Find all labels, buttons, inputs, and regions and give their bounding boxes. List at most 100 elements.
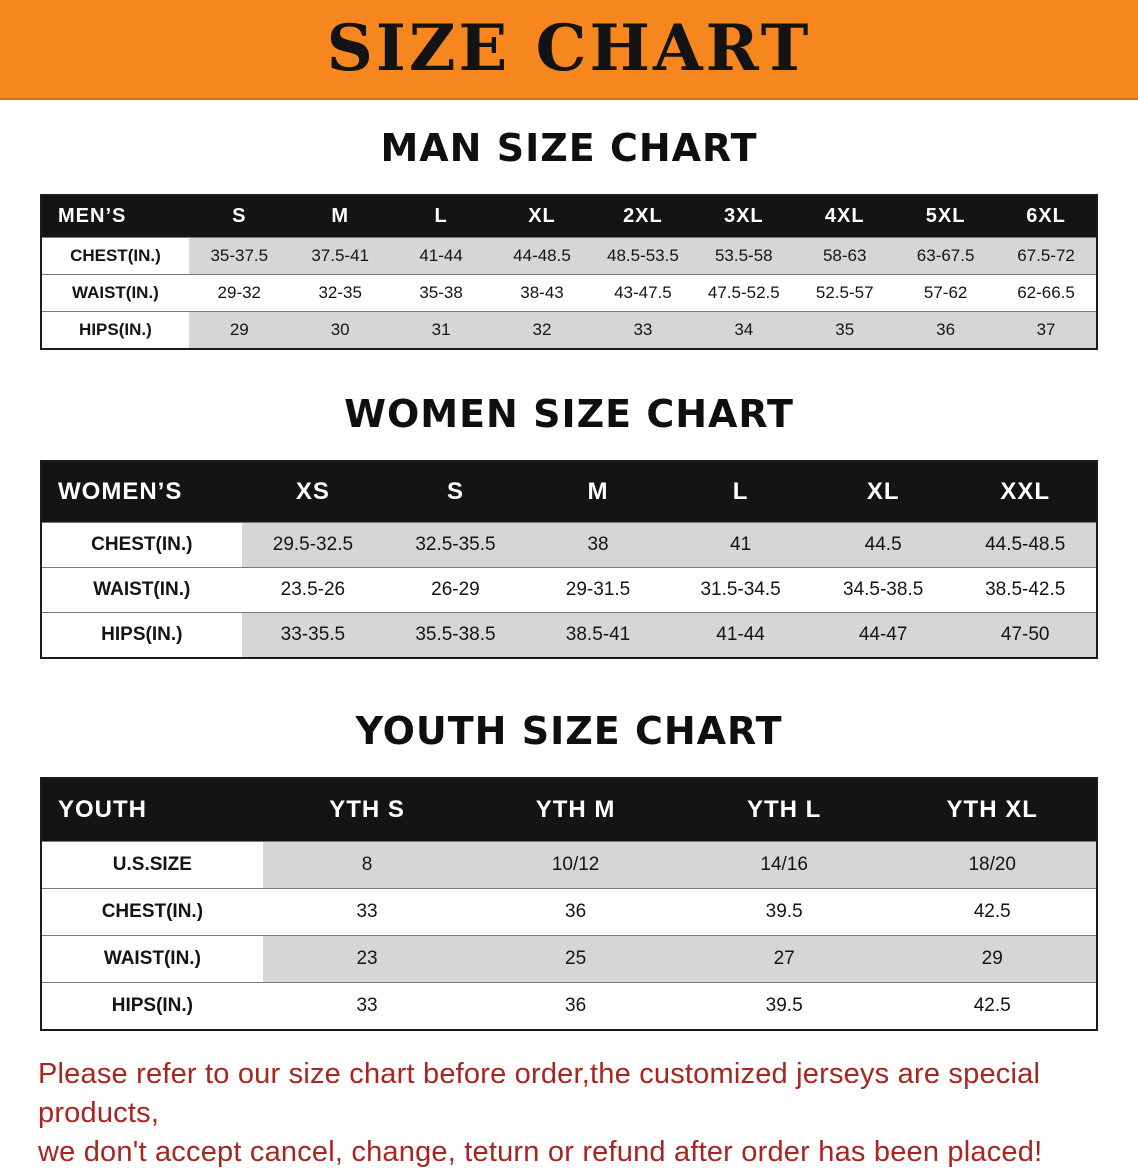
value-cell: 36 <box>471 888 680 936</box>
size-header-cell: S <box>384 461 527 523</box>
size-header-cell: L <box>390 195 492 238</box>
value-cell: 35-38 <box>390 274 492 312</box>
value-cell: 29-31.5 <box>526 567 670 613</box>
value-cell: 38-43 <box>491 274 593 312</box>
value-cell: 33 <box>262 982 472 1030</box>
value-cell: 44-48.5 <box>491 237 593 275</box>
size-header-cell: YTH S <box>262 778 472 842</box>
disclaimer: Please refer to our size chart before or… <box>38 1055 1100 1172</box>
table-row: U.S.SIZE 8 10/12 14/16 18/20 <box>41 841 1097 889</box>
table-row: HIPS(IN.) 33-35.5 35.5-38.5 38.5-41 41-44 44-… <box>41 612 1097 658</box>
value-cell: 29.5-32.5 <box>241 522 385 568</box>
value-cell: 23 <box>262 935 472 983</box>
value-cell: 34 <box>693 311 795 349</box>
size-header-cell: YTH L <box>679 778 889 842</box>
value-cell: 35.5-38.5 <box>384 612 527 658</box>
women-section-heading: WOMEN SIZE CHART <box>344 392 794 436</box>
size-header-cell: 5XL <box>895 195 997 238</box>
value-cell: 10/12 <box>471 841 680 889</box>
men-size-table: MEN’S S M L XL 2XL 3XL 4XL 5XL 6XL CHEST(IN.) 35-37… <box>40 194 1098 350</box>
value-cell: 23.5-26 <box>241 567 385 613</box>
table-row: WAIST(IN.) 29-32 32-35 35-38 38-43 43-47.5 47.… <box>41 274 1097 312</box>
size-header-cell: L <box>669 461 812 523</box>
disclaimer-line-1: Please refer to our size chart before or… <box>38 1058 1041 1130</box>
row-label-cell: HIPS(IN.) <box>41 612 242 658</box>
row-label-cell: WAIST(IN.) <box>41 567 242 613</box>
value-cell: 35-37.5 <box>188 237 290 275</box>
value-cell: 36 <box>471 982 680 1030</box>
value-cell: 47.5-52.5 <box>693 274 795 312</box>
value-cell: 31 <box>390 311 492 349</box>
value-cell: 41-44 <box>669 612 812 658</box>
value-cell: 38.5-42.5 <box>954 567 1097 613</box>
table-row: CHEST(IN.) 33 36 39.5 42.5 <box>41 888 1097 936</box>
value-cell: 29-32 <box>188 274 290 312</box>
women-section: WOMEN SIZE CHART WOMEN’S XS S M L XL XXL CHEST(… <box>0 392 1138 659</box>
value-cell: 39.5 <box>679 982 889 1030</box>
value-cell: 42.5 <box>888 982 1097 1030</box>
value-cell: 30 <box>289 311 391 349</box>
value-cell: 18/20 <box>888 841 1097 889</box>
value-cell: 14/16 <box>679 841 889 889</box>
men-section-heading: MAN SIZE CHART <box>380 126 758 170</box>
size-header-cell: S <box>188 195 290 238</box>
size-header-cell: XL <box>491 195 593 238</box>
youth-size-table: YOUTH YTH S YTH M YTH L YTH XL U.S.SIZE 8 10/12… <box>40 777 1098 1031</box>
value-cell: 41 <box>669 522 812 568</box>
row-label-cell: WAIST(IN.) <box>41 274 189 312</box>
value-cell: 37.5-41 <box>289 237 391 275</box>
value-cell: 26-29 <box>384 567 527 613</box>
table-title-cell: WOMEN’S <box>41 461 242 523</box>
size-header-cell: 2XL <box>592 195 694 238</box>
value-cell: 52.5-57 <box>794 274 896 312</box>
row-label-cell: U.S.SIZE <box>41 841 263 889</box>
row-label-cell: CHEST(IN.) <box>41 888 263 936</box>
value-cell: 48.5-53.5 <box>592 237 694 275</box>
table-row: WAIST(IN.) 23 25 27 29 <box>41 935 1097 983</box>
value-cell: 38.5-41 <box>526 612 670 658</box>
row-label-cell: HIPS(IN.) <box>41 311 189 349</box>
value-cell: 29 <box>888 935 1097 983</box>
table-row: CHEST(IN.) 29.5-32.5 32.5-35.5 38 41 44.5 44.5… <box>41 522 1097 568</box>
value-cell: 57-62 <box>895 274 997 312</box>
size-header-cell: XS <box>241 461 385 523</box>
value-cell: 44-47 <box>811 612 955 658</box>
value-cell: 27 <box>679 935 889 983</box>
value-cell: 35 <box>794 311 896 349</box>
table-header-row: WOMEN’S XS S M L XL XXL <box>41 461 1097 523</box>
size-header-cell: YTH M <box>471 778 680 842</box>
value-cell: 32.5-35.5 <box>384 522 527 568</box>
row-label-cell: CHEST(IN.) <box>41 237 189 275</box>
table-header-row: MEN’S S M L XL 2XL 3XL 4XL 5XL 6XL <box>41 195 1097 238</box>
size-header-cell: M <box>289 195 391 238</box>
value-cell: 62-66.5 <box>996 274 1097 312</box>
value-cell: 29 <box>188 311 290 349</box>
value-cell: 44.5 <box>811 522 955 568</box>
value-cell: 37 <box>996 311 1097 349</box>
table-row: WAIST(IN.) 23.5-26 26-29 29-31.5 31.5-34.5 34… <box>41 567 1097 613</box>
value-cell: 41-44 <box>390 237 492 275</box>
men-section: MAN SIZE CHART MEN’S S M L XL 2XL 3XL 4XL 5XL 6XL… <box>0 126 1138 350</box>
row-label-cell: HIPS(IN.) <box>41 982 263 1030</box>
size-header-cell: YTH XL <box>888 778 1097 842</box>
table-title-cell: MEN’S <box>41 195 189 238</box>
women-size-table: WOMEN’S XS S M L XL XXL CHEST(IN.) 29.5-32.5 32.5… <box>40 460 1098 659</box>
value-cell: 42.5 <box>888 888 1097 936</box>
table-row: CHEST(IN.) 35-37.5 37.5-41 41-44 44-48.5 48.5… <box>41 237 1097 275</box>
size-header-cell: 3XL <box>693 195 795 238</box>
row-label-cell: CHEST(IN.) <box>41 522 242 568</box>
youth-section-heading: YOUTH SIZE CHART <box>355 709 783 753</box>
value-cell: 43-47.5 <box>592 274 694 312</box>
value-cell: 34.5-38.5 <box>811 567 955 613</box>
value-cell: 33-35.5 <box>241 612 385 658</box>
value-cell: 58-63 <box>794 237 896 275</box>
disclaimer-line-2: we don't accept cancel, change, teturn o… <box>38 1136 1043 1169</box>
size-header-cell: 4XL <box>794 195 896 238</box>
value-cell: 8 <box>262 841 472 889</box>
table-row: HIPS(IN.) 29 30 31 32 33 34 35 36 37 <box>41 311 1097 349</box>
value-cell: 53.5-58 <box>693 237 795 275</box>
banner-title: SIZE CHART <box>326 11 812 86</box>
value-cell: 33 <box>592 311 694 349</box>
size-header-cell: XXL <box>954 461 1097 523</box>
table-title-cell: YOUTH <box>41 778 263 842</box>
